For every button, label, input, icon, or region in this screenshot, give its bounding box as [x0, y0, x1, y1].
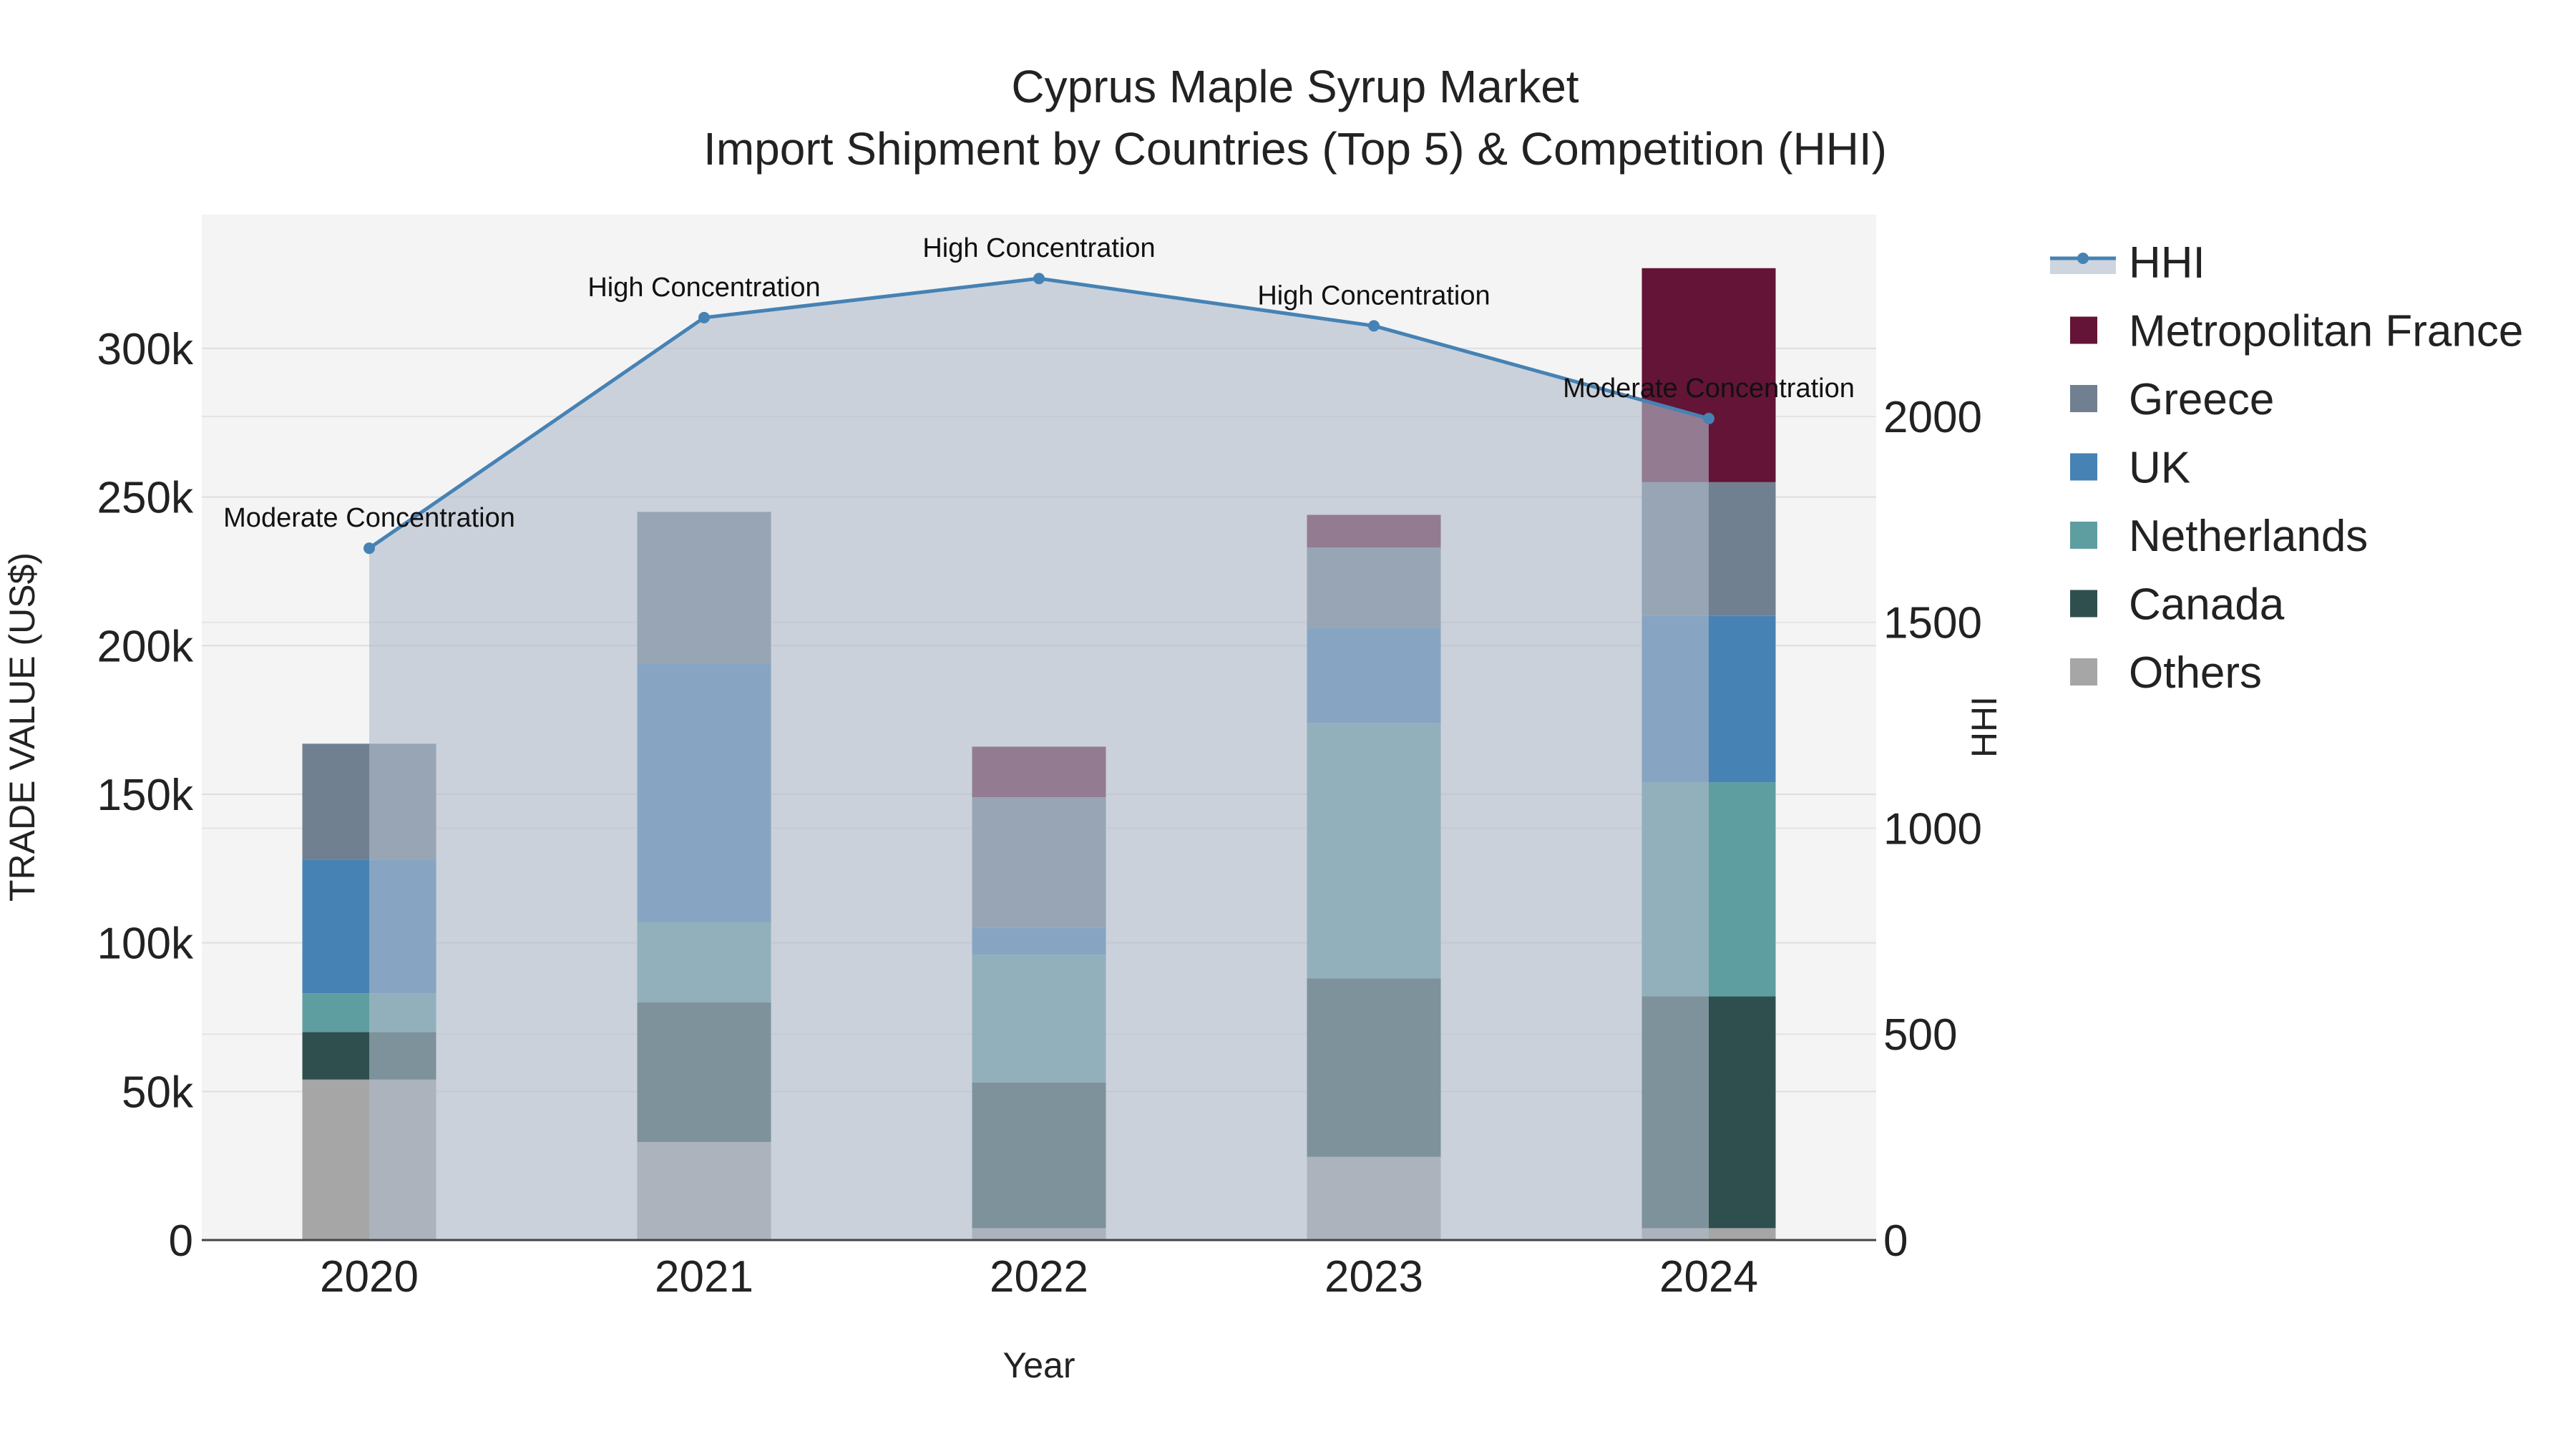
hhi-area: [369, 278, 1709, 1240]
y-tick-label: 300k: [97, 325, 194, 374]
y2-tick-label: 1500: [1883, 599, 1982, 648]
legend-swatch: [2070, 453, 2097, 481]
legend-item-hhi[interactable]: HHI: [2050, 238, 2205, 288]
legend-label: Others: [2129, 648, 2262, 698]
legend-item-netherlands[interactable]: Netherlands: [2070, 512, 2368, 561]
y-tick-label: 0: [169, 1216, 193, 1266]
hhi-label-2021: High Concentration: [587, 273, 820, 303]
legend-item-canada[interactable]: Canada: [2070, 580, 2285, 630]
legend-label: HHI: [2129, 238, 2205, 288]
y2-tick-label: 0: [1883, 1216, 1908, 1266]
legend-label: Netherlands: [2129, 512, 2368, 561]
hhi-label-2022: High Concentration: [922, 233, 1155, 263]
legend-swatch: [2070, 522, 2097, 549]
hhi-point-2023: [1368, 320, 1380, 332]
axes-layer: 0 50k 100k 150k 200k 250k 300k 0 500 1000 1500 2000…: [97, 325, 1982, 1302]
chart-subtitle: Import Shipment by Countries (Top 5) & C…: [703, 123, 1887, 175]
legend-swatch: [2070, 316, 2097, 344]
legend-swatch: [2070, 590, 2097, 618]
y2-tick-label: 1000: [1883, 804, 1982, 854]
y-tick-label: 50k: [122, 1068, 194, 1117]
y-tick-label: 100k: [97, 919, 194, 969]
y2-tick-label: 2000: [1883, 393, 1982, 442]
x-tick-label: 2020: [320, 1252, 419, 1302]
hhi-label-2020: Moderate Concentration: [223, 503, 515, 533]
legend-item-uk[interactable]: UK: [2070, 444, 2190, 493]
y2-tick-label: 500: [1883, 1010, 1957, 1060]
legend-item-greece[interactable]: Greece: [2070, 375, 2274, 424]
hhi-point-2020: [364, 542, 375, 555]
legend-label: UK: [2129, 444, 2190, 493]
x-tick-label: 2024: [1659, 1252, 1758, 1302]
y-axis-title: TRADE VALUE (US$): [2, 552, 42, 902]
legend-swatch: [2070, 658, 2097, 686]
legend-label: Greece: [2129, 375, 2274, 424]
legend: HHI Metropolitan France Greece UK Netherland…: [2050, 238, 2523, 698]
legend-swatch-area: [2050, 258, 2116, 274]
legend-label: Canada: [2129, 580, 2285, 630]
legend-item-others[interactable]: Others: [2070, 648, 2262, 698]
legend-swatch-marker: [2077, 253, 2089, 264]
legend-item-metropolitan-france[interactable]: Metropolitan France: [2070, 307, 2523, 356]
chart-title: Cyprus Maple Syrup Market: [1011, 61, 1579, 112]
hhi-label-2024: Moderate Concentration: [1563, 374, 1855, 404]
y-tick-label: 250k: [97, 474, 194, 523]
y-tick-label: 200k: [97, 622, 194, 671]
hhi-layer: Moderate Concentration High Concentration…: [223, 233, 1855, 1240]
x-axis-title: Year: [1002, 1345, 1075, 1385]
y2-axis-title: HHI: [1964, 696, 2004, 758]
legend-swatch: [2070, 385, 2097, 412]
hhi-point-2024: [1703, 412, 1714, 424]
hhi-point-2022: [1033, 273, 1045, 285]
legend-label: Metropolitan France: [2129, 307, 2523, 356]
x-tick-label: 2023: [1324, 1252, 1423, 1302]
x-tick-label: 2022: [990, 1252, 1088, 1302]
hhi-label-2023: High Concentration: [1257, 280, 1490, 311]
y-tick-label: 150k: [97, 771, 194, 820]
x-tick-label: 2021: [655, 1252, 753, 1302]
hhi-point-2021: [698, 311, 710, 323]
